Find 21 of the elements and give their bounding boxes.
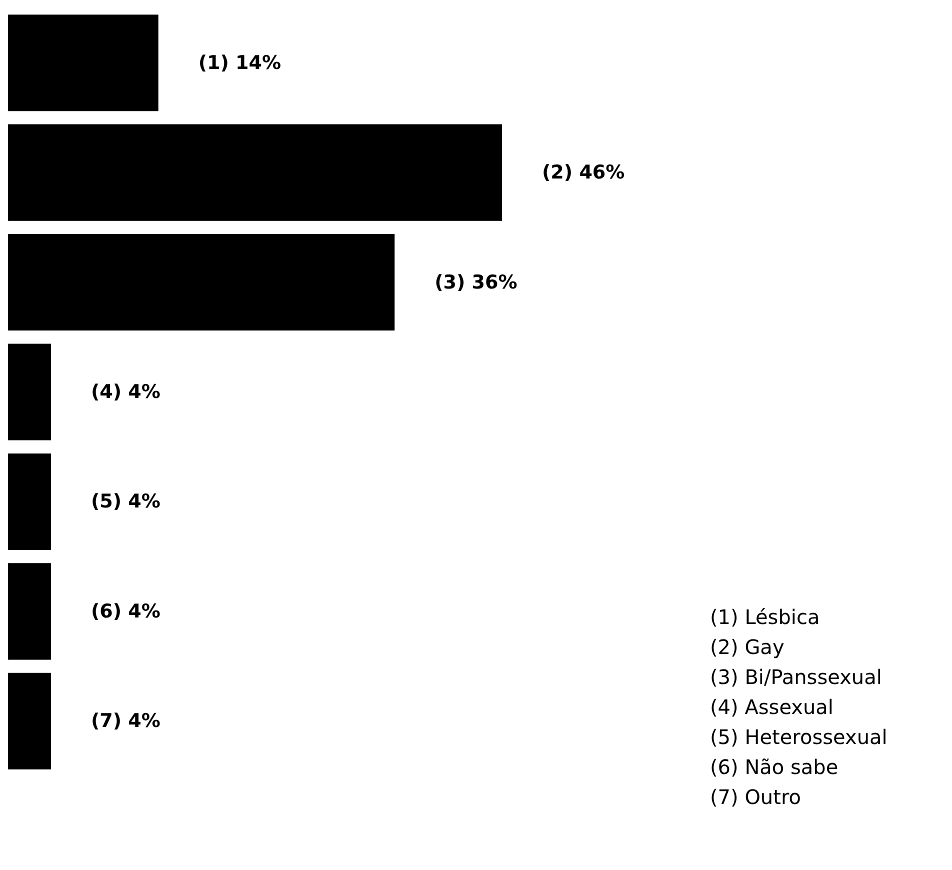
bar (8, 234, 395, 331)
text: (3) Bi/Panssexual (710, 665, 882, 689)
bar (8, 14, 158, 112)
text: (2) Gay (710, 635, 784, 659)
data-label: (3) 36% (434, 271, 518, 294)
text: (7) Outro (710, 785, 801, 809)
text: (1) Lésbica (710, 605, 820, 629)
data-label: (2) 46% (542, 162, 625, 184)
data-label: (5) 4% (90, 490, 160, 513)
text: (4) Assexual (710, 695, 834, 719)
text: (6) Não sabe (710, 755, 838, 779)
bar (8, 344, 51, 440)
data-label: (6) 4% (90, 600, 160, 622)
bar (8, 672, 51, 770)
data-label: (7) 4% (90, 710, 160, 732)
text: (5) Heterossexual (710, 725, 888, 749)
data-label: (1) 14% (198, 52, 282, 74)
bar (8, 124, 502, 221)
bar (8, 563, 51, 660)
bar (8, 453, 51, 550)
data-label: (4) 4% (90, 381, 160, 403)
